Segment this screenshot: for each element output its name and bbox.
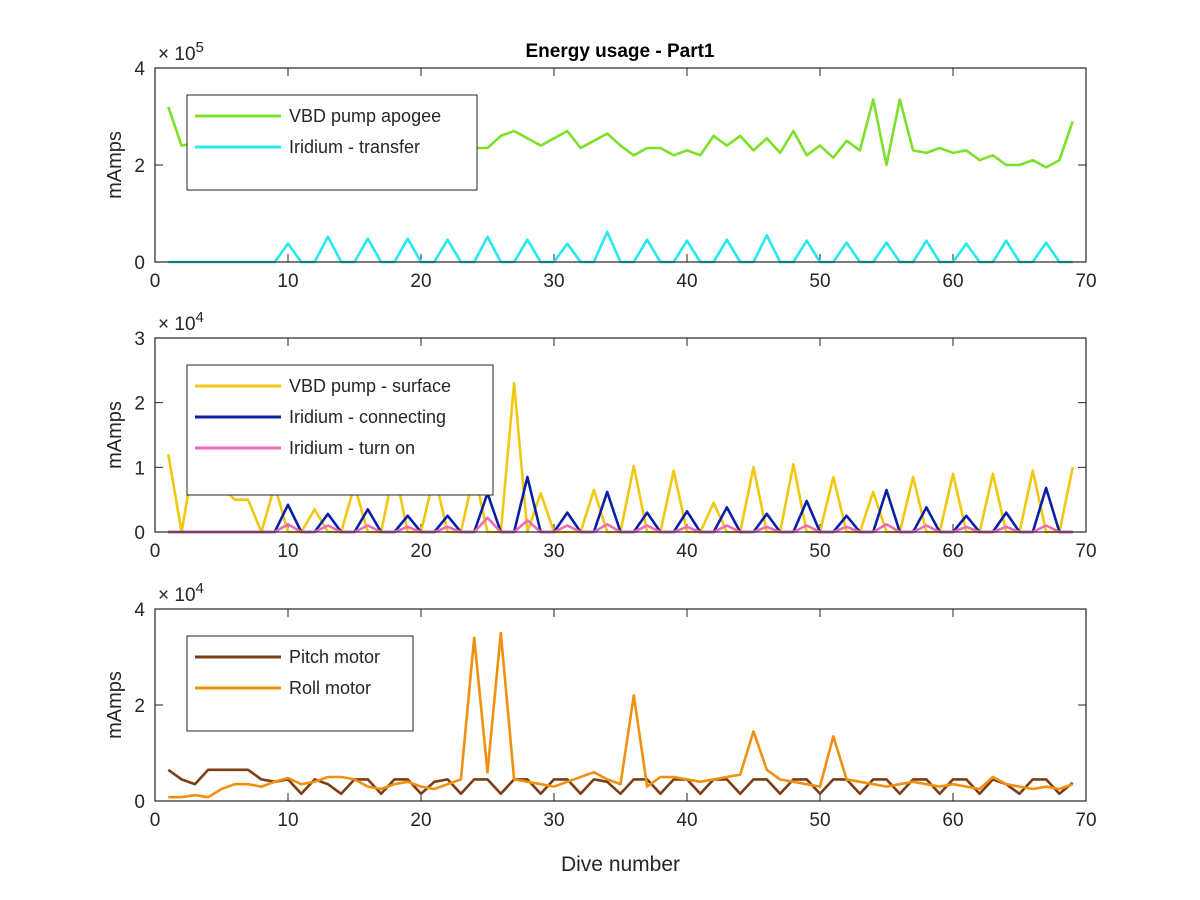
x-tick-label: 20 [410, 541, 431, 562]
x-tick-label: 30 [543, 810, 564, 831]
x-tick-label: 10 [277, 271, 298, 292]
legend-label-2: Iridium - connecting [289, 407, 446, 427]
legend: VBD pump apogee Iridium - transfer [186, 94, 478, 191]
legend-label-2: Iridium - transfer [289, 137, 420, 157]
y-axis-label: mAmps [104, 401, 126, 469]
y-exponent-label: × 104 [158, 580, 204, 606]
legend-box [186, 635, 414, 732]
x-tick-label: 0 [150, 271, 161, 292]
x-tick-label: 60 [942, 810, 963, 831]
x-tick-label: 20 [410, 271, 431, 292]
axes-frame [154, 67, 1087, 263]
y-axis-label: mAmps [104, 671, 126, 739]
x-tick-label: 10 [277, 541, 298, 562]
y-tick-label: 0 [134, 253, 145, 274]
y-tick-label: 2 [134, 394, 145, 415]
axes-frame [154, 337, 1087, 533]
series-line-2 [168, 631, 1074, 799]
figure-title: Energy usage - Part1 [525, 41, 714, 62]
legend-label-1: Pitch motor [289, 647, 380, 667]
x-tick-label: 50 [809, 271, 830, 292]
y-tick-label: 0 [134, 523, 145, 544]
y-axis-label: mAmps [104, 131, 126, 199]
x-tick-label: 40 [676, 810, 697, 831]
y-tick-label: 2 [134, 696, 145, 717]
x-tick-label: 0 [150, 541, 161, 562]
legend-box [186, 94, 478, 191]
subplot-2: 0 10 20 30 40 50 60 70 0 1 2 3 × 104 mAmps VBD pump - … [104, 309, 1097, 562]
x-tick-label: 70 [1075, 271, 1096, 292]
legend: VBD pump - surface Iridium - connecting Ir… [186, 364, 494, 496]
y-tick-label: 3 [134, 329, 145, 350]
x-tick-label: 20 [410, 810, 431, 831]
x-tick-label: 40 [676, 541, 697, 562]
y-tick-label: 4 [134, 59, 145, 80]
x-tick-label: 10 [277, 810, 298, 831]
x-tick-label: 0 [150, 810, 161, 831]
x-axis-label: Dive number [561, 853, 680, 876]
subplot-1: 0 10 20 30 40 50 60 70 0 2 4 × 105 mAmps VBD pump apo… [104, 39, 1097, 292]
x-tick-label: 60 [942, 271, 963, 292]
y-exponent-label: × 104 [158, 309, 204, 335]
legend-label-2: Roll motor [289, 678, 371, 698]
y-tick-label: 2 [134, 156, 145, 177]
y-tick-label: 0 [134, 792, 145, 813]
x-tick-label: 30 [543, 541, 564, 562]
x-tick-label: 40 [676, 271, 697, 292]
legend-label-1: VBD pump apogee [289, 106, 441, 126]
x-tick-label: 60 [942, 541, 963, 562]
subplot-3: 0 10 20 30 40 50 60 70 0 2 4 × 104 mAmps Dive number P… [104, 580, 1097, 876]
y-tick-label: 4 [134, 600, 145, 621]
x-tick-label: 30 [543, 271, 564, 292]
x-tick-label: 70 [1075, 541, 1096, 562]
y-exponent-label: × 105 [158, 39, 204, 65]
y-tick-label: 1 [134, 458, 145, 479]
axes-frame [154, 608, 1087, 802]
legend-label-1: VBD pump - surface [289, 376, 451, 396]
x-tick-label: 70 [1075, 810, 1096, 831]
legend-label-3: Iridium - turn on [289, 438, 415, 458]
legend: Pitch motor Roll motor [186, 635, 414, 732]
x-tick-label: 50 [809, 810, 830, 831]
x-tick-label: 50 [809, 541, 830, 562]
